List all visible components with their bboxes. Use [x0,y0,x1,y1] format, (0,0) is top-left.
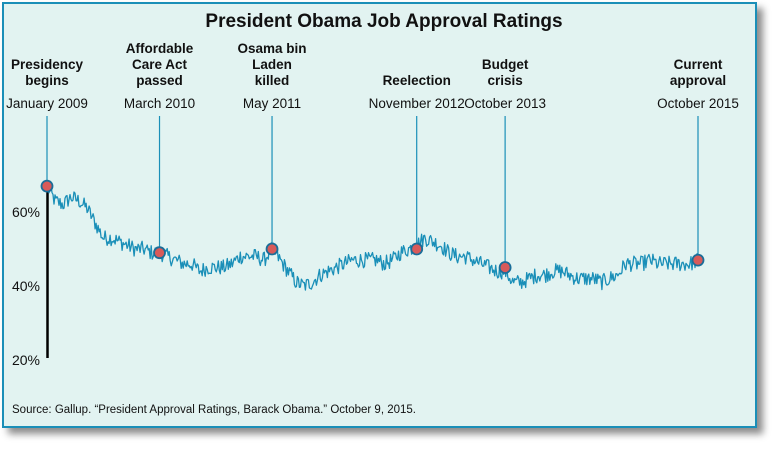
event-date-label: October 2013 [464,96,546,111]
approval-series-line [46,184,699,291]
event-name-label: begins [25,73,69,88]
event-name-label: Care Act [132,57,188,72]
event-marker [691,253,705,267]
event-name-label: Reelection [383,73,451,88]
event-name-label: Osama bin [238,41,307,56]
chart-frame [2,2,757,428]
event-name-label: Laden [252,57,292,72]
chart-title: President Obama Job Approval Ratings [205,11,562,32]
event-date-label: November 2012 [369,96,465,111]
event-name-label: passed [136,73,183,88]
event-date-label: January 2009 [6,96,88,111]
event-marker [153,246,166,260]
event-name-label: crisis [487,73,522,88]
event-date-label: May 2011 [243,96,301,111]
event-marker [265,242,279,256]
y-tick-label: 20% [12,352,40,368]
event-connector-lines [46,116,699,263]
event-markers [40,179,705,274]
event-name-label: Presidency [11,57,84,72]
event-name-label: Current [674,57,723,72]
event-name-label: killed [255,73,290,88]
event-date-label: March 2010 [124,96,195,111]
event-name-label: approval [670,73,726,88]
y-tick-label: 40% [12,278,40,294]
event-name-label: Affordable [126,41,194,56]
event-marker [410,242,424,256]
event-date-label: October 2015 [657,96,739,111]
event-marker [498,261,512,274]
y-tick-labels: 60% 40% 20% [12,204,40,368]
y-tick-label: 60% [12,204,40,220]
event-marker [40,179,54,193]
source-note: Source: Gallup. “President Approval Rati… [12,404,416,416]
event-name-label: Budget [482,57,529,72]
